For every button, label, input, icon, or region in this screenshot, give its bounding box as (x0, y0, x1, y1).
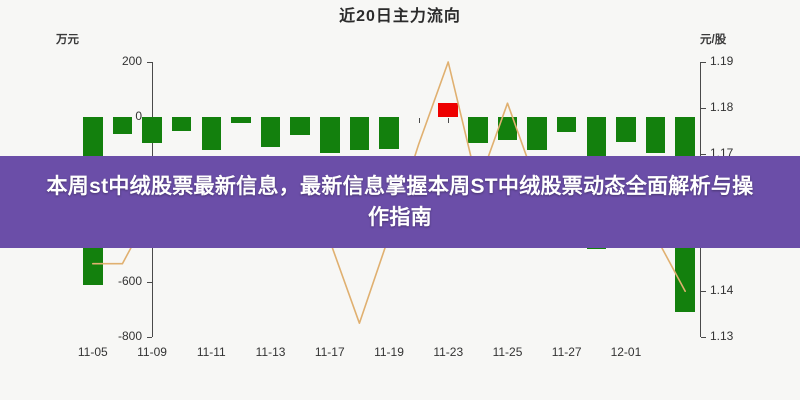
bar (527, 117, 547, 150)
bar (290, 117, 310, 135)
left-tick-label: -800 (117, 329, 142, 343)
bar (468, 117, 488, 144)
overlay-banner: 本周st中绒股票最新信息，最新信息掌握本周ST中绒股票动态全面解析与操作指南 (0, 156, 800, 248)
overlay-title-text: 本周st中绒股票最新信息，最新信息掌握本周ST中绒股票动态全面解析与操作指南 (46, 175, 754, 229)
right-tick-mark (701, 107, 706, 109)
right-tick-label: 1.19 (710, 54, 734, 68)
bar (645, 117, 666, 153)
bar (556, 117, 577, 133)
bar (616, 117, 636, 142)
right-tick-mark (701, 337, 706, 338)
right-tick-label: 1.18 (710, 99, 734, 114)
x-tick-label: 11-19 (374, 345, 404, 359)
right-tick-mark (701, 291, 706, 293)
bar (379, 117, 399, 149)
right-axis-unit-label: 元/股 (700, 34, 727, 46)
bar (438, 103, 458, 117)
bar (349, 117, 370, 150)
right-tick-mark (701, 153, 706, 155)
x-tick-label: 11-23 (433, 345, 464, 359)
bar (231, 117, 251, 123)
left-tick-mark (147, 337, 152, 338)
bar (201, 117, 222, 150)
right-tick-label: 1.13 (710, 329, 734, 343)
bar (142, 117, 162, 144)
x-tick-label: 11-17 (314, 345, 345, 359)
x-tick-label: 11-09 (137, 345, 167, 359)
bar (319, 117, 340, 153)
bar (112, 117, 133, 134)
x-tick-label: 11-05 (77, 345, 108, 359)
chart-title: 近20日主力流向 (339, 8, 461, 25)
x-tick-label: 12-01 (610, 345, 642, 359)
left-axis-unit-label: 万元 (56, 34, 79, 46)
right-tick-mark (701, 62, 706, 63)
x-tick-label: 11-13 (255, 345, 286, 359)
bar (497, 117, 518, 141)
x-tick-label: 11-25 (492, 345, 523, 359)
x-tick-label: 11-11 (196, 345, 226, 359)
x-tick-label: 11-27 (551, 345, 582, 359)
bar (260, 117, 281, 148)
bar (171, 117, 192, 131)
right-tick-label: 1.14 (710, 283, 734, 298)
